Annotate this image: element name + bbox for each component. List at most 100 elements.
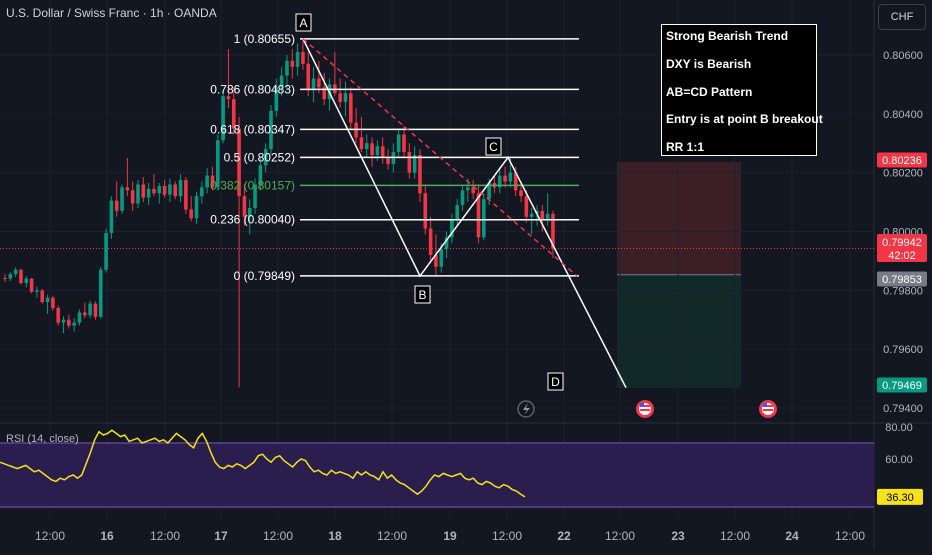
candle-body xyxy=(56,307,60,323)
candle-body xyxy=(29,278,34,292)
price-tag-value: 0.79469 xyxy=(882,380,922,392)
pattern-point-label: B xyxy=(418,288,426,302)
candle-body xyxy=(263,149,268,166)
analysis-notes-box[interactable]: Strong Bearish Trend DXY is Bearish AB=C… xyxy=(661,24,823,156)
rsi-axis-label: 60.00 xyxy=(885,454,913,466)
flag-canton-icon xyxy=(640,403,644,407)
fib-level-label: 0.5 (0.80252) xyxy=(224,150,295,164)
candle-body xyxy=(370,143,374,156)
event-icons[interactable] xyxy=(517,400,777,418)
candle-body xyxy=(349,93,353,123)
candle-body xyxy=(407,152,412,173)
candle-body xyxy=(476,193,481,238)
flag-stripe-icon xyxy=(640,409,650,411)
note-rr: RR 1:1 xyxy=(666,140,705,154)
time-axis-label: 23 xyxy=(671,529,685,543)
candle-body xyxy=(274,87,279,111)
candle-body xyxy=(72,322,76,326)
candle-body xyxy=(168,184,172,195)
candle-body xyxy=(258,165,263,185)
candle-body xyxy=(434,255,438,267)
rsi-pane: 80.00 60.00 36.30 xyxy=(0,422,923,508)
candle-body xyxy=(130,190,135,204)
candle-body xyxy=(98,269,103,317)
candle-body xyxy=(311,78,316,91)
abcd-path xyxy=(302,38,627,389)
candle-body xyxy=(253,184,257,208)
pattern-point-box xyxy=(295,13,312,32)
time-axis-label: 22 xyxy=(557,529,571,543)
flag-stripe-icon xyxy=(763,405,773,407)
price-axis[interactable]: 0.806000.804000.802000.800000.798000.796… xyxy=(877,50,927,415)
position-tool[interactable] xyxy=(617,162,741,388)
candle-body xyxy=(450,219,454,238)
flag-stripe-icon xyxy=(640,405,650,407)
candle-body xyxy=(269,110,273,150)
candle-body xyxy=(285,60,289,76)
rsi-value-tag xyxy=(877,488,923,505)
candle-body xyxy=(497,175,502,188)
candle-body xyxy=(295,52,300,67)
candle-body xyxy=(466,187,470,191)
candle-body xyxy=(120,187,124,211)
candle-body xyxy=(125,187,130,191)
rsi-band xyxy=(0,443,874,507)
currency-button[interactable]: CHF xyxy=(878,4,926,30)
candle-body xyxy=(77,312,82,323)
candle-body xyxy=(343,93,348,103)
note-pattern: AB=CD Pattern xyxy=(666,85,753,99)
candle-body xyxy=(482,199,486,238)
rsi-indicator-title[interactable]: RSI (14, close) xyxy=(6,433,79,445)
candle-body xyxy=(51,297,55,308)
candle-body xyxy=(93,303,98,317)
candle-body xyxy=(545,213,550,220)
price-tag xyxy=(877,152,927,168)
time-axis-label: 16 xyxy=(100,529,114,543)
fib-level-label: 1 (0.80655) xyxy=(234,32,295,46)
candle-body xyxy=(503,175,507,182)
candle-body xyxy=(184,180,188,210)
candle-body xyxy=(83,312,87,316)
candle-body xyxy=(162,185,167,195)
note-dxy: DXY is Bearish xyxy=(666,57,752,71)
candle-body xyxy=(210,175,215,188)
time-axis-label: 12:00 xyxy=(835,529,865,543)
pattern-point-box xyxy=(485,137,502,156)
fibonacci-retracement[interactable]: 1 (0.80655) 0.786 (0.80483) 0.618 (0.80347… xyxy=(210,32,579,283)
price-tag-value: 0.80236 xyxy=(882,155,922,167)
candle-body xyxy=(487,182,491,200)
time-axis[interactable]: 12:00 16 12:00 17 12:00 18 12:00 19 12:00 22 12:00… xyxy=(35,529,865,543)
abcd-pattern[interactable]: A B C D xyxy=(295,13,627,391)
candle-body xyxy=(242,196,247,217)
candle-body xyxy=(45,297,50,303)
candle-body xyxy=(444,237,449,250)
price-axis-label: 0.79400 xyxy=(883,403,923,415)
candle-body xyxy=(200,187,204,197)
candle-body xyxy=(146,188,151,198)
candle-body xyxy=(529,213,534,217)
candle-body xyxy=(455,205,459,220)
flash-glyph-icon xyxy=(523,403,530,415)
time-axis-label: 12:00 xyxy=(150,529,180,543)
candle-body xyxy=(540,210,545,220)
candle-body xyxy=(136,184,140,204)
candle-body xyxy=(194,196,199,219)
candle-body xyxy=(173,184,178,197)
stop-loss-zone xyxy=(617,162,741,275)
candle-body xyxy=(221,96,225,141)
candle-body xyxy=(247,207,252,217)
note-entry: Entry is at point B breakout xyxy=(666,112,823,126)
note-trend: Strong Bearish Trend xyxy=(666,29,789,43)
time-axis-label: 18 xyxy=(328,529,342,543)
candle-body xyxy=(338,93,342,103)
candle-body xyxy=(67,319,71,326)
candle-body xyxy=(402,134,406,153)
candle-body xyxy=(3,277,7,279)
candle-body xyxy=(386,157,390,164)
candle-body xyxy=(322,87,326,100)
candle-body xyxy=(396,134,401,153)
symbol-title[interactable]: U.S. Dollar / Swiss Franc · 1h · OANDA xyxy=(6,6,217,20)
candle-body xyxy=(226,96,231,100)
